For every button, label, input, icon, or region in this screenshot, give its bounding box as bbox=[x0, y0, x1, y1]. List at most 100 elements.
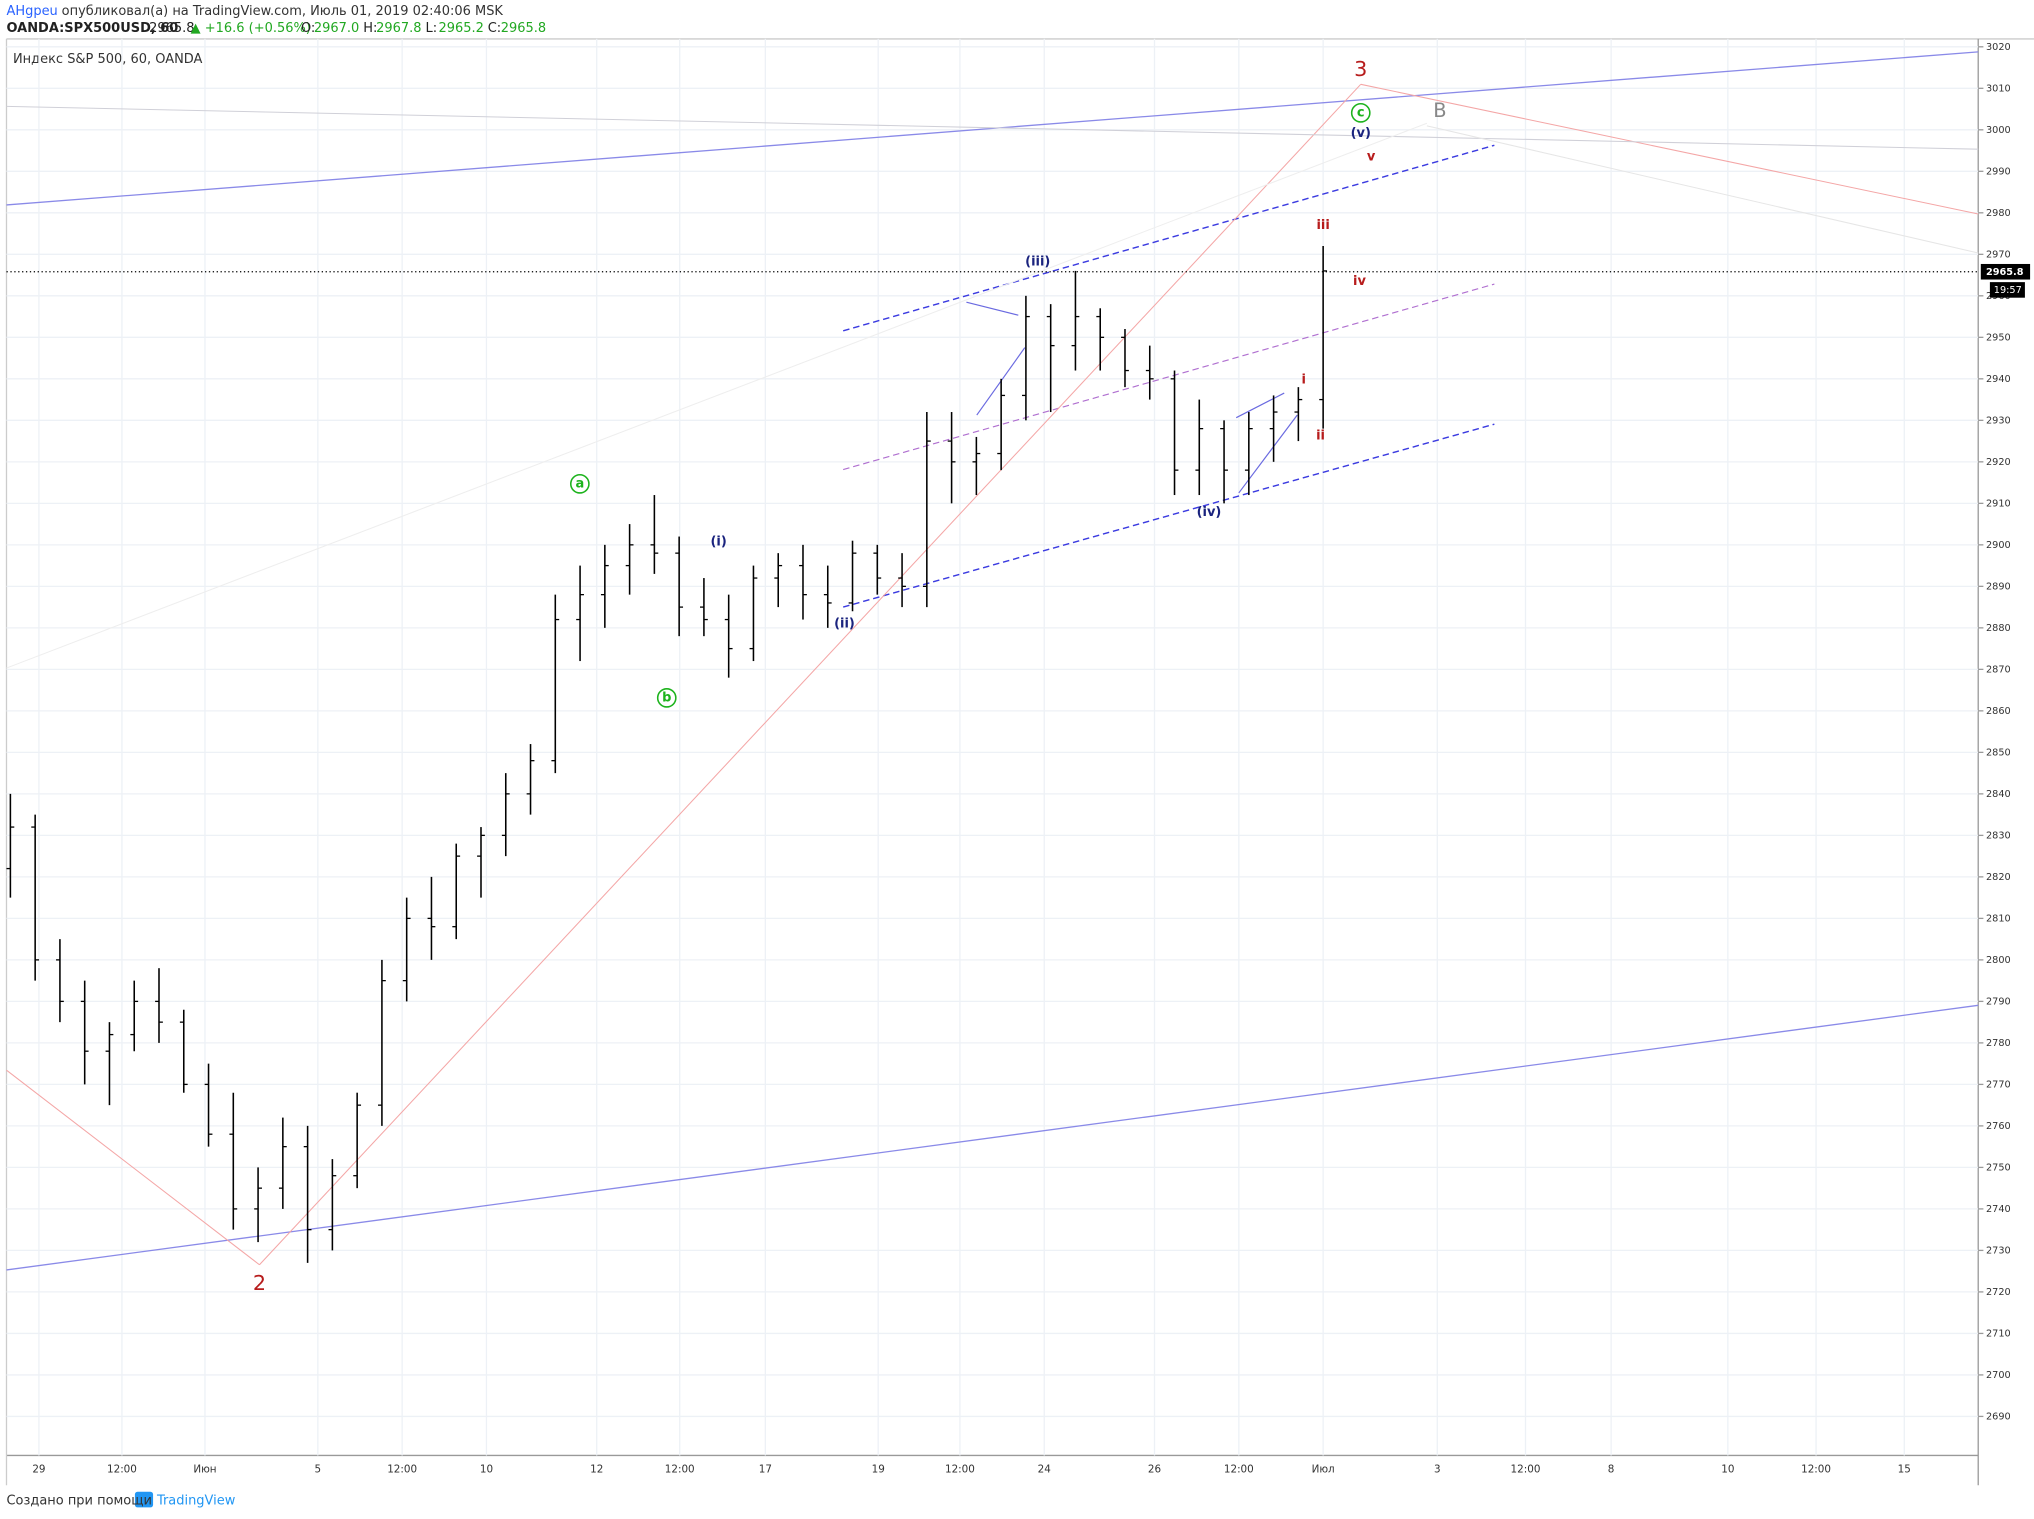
x-tick-label: 12 bbox=[590, 1464, 603, 1476]
countdown: 19:57 bbox=[1994, 285, 2022, 296]
trend-line bbox=[259, 83, 1362, 1266]
trend-line bbox=[1235, 392, 1285, 419]
y-tick-label: 2810 bbox=[1986, 913, 2011, 924]
y-tick-label: 2940 bbox=[1986, 374, 2011, 385]
trend-line bbox=[6, 105, 1979, 150]
y-tick-label: 2870 bbox=[1986, 664, 2011, 675]
wave-label: v bbox=[1367, 149, 1376, 164]
x-tick-label: 12:00 bbox=[945, 1464, 975, 1476]
trend-line bbox=[966, 301, 1019, 316]
wave-label: 2 bbox=[253, 1271, 266, 1295]
x-tick-label: Июл bbox=[1312, 1464, 1335, 1476]
x-tick-label: 3 bbox=[1434, 1464, 1441, 1476]
trend-line bbox=[1426, 125, 1979, 254]
wave-label: (iii) bbox=[1025, 255, 1050, 270]
x-tick-label: 8 bbox=[1608, 1464, 1615, 1476]
y-tick-label: 2950 bbox=[1986, 332, 2011, 343]
footer-brand[interactable]: TradingView bbox=[156, 1493, 236, 1508]
wave-label: b bbox=[662, 690, 671, 705]
x-tick-label: 29 bbox=[32, 1464, 45, 1476]
last-price: 2965.8 bbox=[149, 21, 194, 36]
trend-line bbox=[6, 51, 1979, 206]
ohlc-label: L: bbox=[425, 21, 437, 36]
y-tick-label: 2890 bbox=[1986, 581, 2011, 592]
ohlc-value: 2965.2 bbox=[438, 21, 483, 36]
y-tick-label: 2710 bbox=[1986, 1328, 2011, 1339]
x-tick-label: 24 bbox=[1038, 1464, 1052, 1476]
trend-line bbox=[843, 283, 1495, 471]
y-tick-label: 2990 bbox=[1986, 166, 2011, 177]
logo bbox=[134, 1491, 154, 1508]
wave-label: ii bbox=[1316, 428, 1325, 443]
y-tick-label: 2820 bbox=[1986, 872, 2011, 883]
y-tick-label: 2780 bbox=[1986, 1038, 2011, 1049]
wave-label: i bbox=[1301, 373, 1305, 388]
x-tick-label: 15 bbox=[1898, 1464, 1911, 1476]
x-tick-label: 12:00 bbox=[387, 1464, 417, 1476]
trend-line bbox=[842, 423, 1495, 608]
trend-line bbox=[6, 1004, 1979, 1271]
y-tick-label: 3020 bbox=[1986, 42, 2011, 53]
y-tick-label: 3010 bbox=[1986, 83, 2011, 94]
y-tick-label: 2730 bbox=[1986, 1245, 2011, 1256]
y-tick-label: 2970 bbox=[1986, 249, 2011, 260]
y-tick-label: 2850 bbox=[1986, 747, 2011, 758]
x-tick-label: 12:00 bbox=[107, 1464, 137, 1476]
y-tick-label: 2800 bbox=[1986, 955, 2011, 966]
wave-label: (ii) bbox=[834, 616, 855, 631]
trend-line bbox=[1238, 414, 1298, 494]
price-badge-label: 2965.8 bbox=[1986, 267, 2024, 278]
ohlc-label: O: bbox=[301, 21, 315, 36]
y-tick-label: 2690 bbox=[1986, 1411, 2011, 1422]
x-tick-label: 12:00 bbox=[665, 1464, 695, 1476]
wave-label: iv bbox=[1353, 274, 1366, 289]
wave-label: a bbox=[575, 476, 584, 491]
wave-label: 3 bbox=[1354, 57, 1367, 81]
x-tick-label: 10 bbox=[480, 1464, 493, 1476]
wave-label: B bbox=[1433, 99, 1446, 122]
y-tick-label: 2900 bbox=[1986, 540, 2011, 551]
price-badge bbox=[1980, 263, 2031, 280]
x-tick-label: 12:00 bbox=[1511, 1464, 1541, 1476]
wave-label: (v) bbox=[1351, 126, 1371, 141]
footer-text: Создано при помощи bbox=[6, 1493, 151, 1508]
trend-line bbox=[1360, 83, 1979, 215]
x-tick-label: 17 bbox=[759, 1464, 772, 1476]
trend-line bbox=[6, 122, 1428, 669]
y-tick-label: 3000 bbox=[1986, 125, 2011, 136]
x-tick-label: 19 bbox=[872, 1464, 885, 1476]
trend-line bbox=[6, 1069, 260, 1266]
y-tick-label: 2740 bbox=[1986, 1204, 2011, 1215]
trend-line bbox=[842, 144, 1495, 332]
x-tick-label: 12:00 bbox=[1224, 1464, 1254, 1476]
y-tick-label: 2760 bbox=[1986, 1121, 2011, 1132]
y-tick-label: 2720 bbox=[1986, 1287, 2011, 1298]
x-tick-label: Июн bbox=[193, 1464, 216, 1476]
y-tick-label: 2840 bbox=[1986, 789, 2011, 800]
annotation-circle bbox=[656, 688, 677, 708]
y-tick-label: 2880 bbox=[1986, 623, 2011, 634]
y-tick-label: 2830 bbox=[1986, 830, 2011, 841]
y-tick-label: 2910 bbox=[1986, 498, 2011, 509]
x-tick-label: 12:00 bbox=[1801, 1464, 1831, 1476]
x-tick-label: 26 bbox=[1148, 1464, 1161, 1476]
change: ▲ +16.6 (+0.56%) bbox=[191, 21, 311, 36]
y-tick-label: 2930 bbox=[1986, 415, 2011, 426]
x-tick-label: 5 bbox=[315, 1464, 322, 1476]
ohlc-label: C: bbox=[488, 21, 501, 36]
annotation-circle bbox=[569, 473, 590, 494]
annotation-circle bbox=[1350, 102, 1371, 123]
y-tick-label: 2770 bbox=[1986, 1079, 2011, 1090]
grid bbox=[6, 38, 1979, 1456]
chart-title: Индекс S&P 500, 60, OANDA bbox=[13, 52, 203, 67]
y-tick-label: 2980 bbox=[1986, 208, 2011, 219]
published: опубликовал(а) на TradingView.com, Июль … bbox=[62, 4, 504, 19]
author[interactable]: AHgpeu bbox=[6, 4, 57, 19]
y-tick-label: 2920 bbox=[1986, 457, 2011, 468]
y-tick-label: 2860 bbox=[1986, 706, 2011, 717]
y-tick-label: 2750 bbox=[1986, 1162, 2011, 1173]
y-tick-label: 2700 bbox=[1986, 1370, 2011, 1381]
x-tick-label: 10 bbox=[1721, 1464, 1734, 1476]
ohlc-value: 2965.8 bbox=[501, 21, 546, 36]
